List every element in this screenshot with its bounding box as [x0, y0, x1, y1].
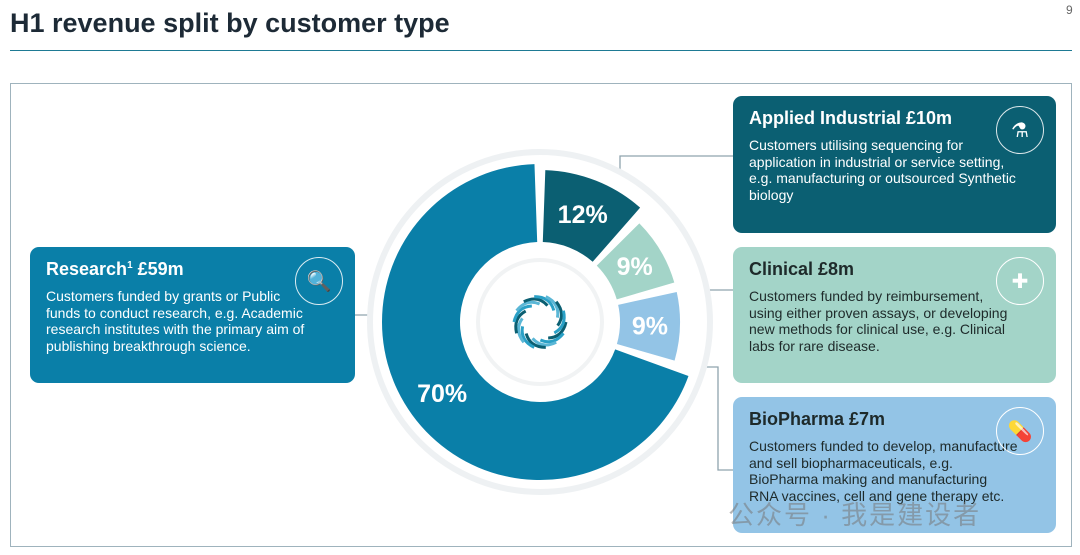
slice-research — [382, 164, 689, 481]
page-number: 9 — [1066, 3, 1073, 17]
content-frame — [10, 83, 1072, 547]
research-box: Research1 £59m Customers funded by grant… — [30, 247, 355, 383]
applied-title: Applied Industrial £10m — [749, 108, 953, 128]
slice-biopharma — [616, 291, 681, 361]
biopharma-title: BioPharma £7m — [749, 409, 886, 429]
pill-icon: 💊 — [996, 407, 1044, 455]
slice-label: 9% — [632, 312, 668, 340]
biopharma-description: Customers funded to develop, manufacture… — [749, 438, 1018, 504]
medical-kit-icon: ✚ — [996, 257, 1044, 305]
research-title-text: Research — [46, 259, 128, 279]
research-amount: £59m — [132, 259, 184, 279]
biopharma-box: BioPharma £7m Customers funded to develo… — [733, 397, 1056, 533]
slice-applied-industrial — [542, 170, 641, 262]
watermark: 公众号 · 我是建设者 — [728, 500, 982, 530]
slice-label: 9% — [617, 253, 653, 281]
slice-label: 12% — [558, 201, 608, 229]
clinical-box: Clinical £8m Customers funded by reimbur… — [733, 247, 1056, 383]
flask-plant-icon: ⚗ — [996, 106, 1044, 154]
slice-label: 70% — [417, 380, 467, 408]
company-logo-icon — [512, 295, 568, 349]
applied-description: Customers utilising sequencing for appli… — [749, 137, 1016, 203]
page-title: H1 revenue split by customer type — [10, 8, 450, 38]
research-description: Customers funded by grants or Public fun… — [46, 288, 305, 354]
slice-clinical — [596, 223, 675, 300]
applied-industrial-box: Applied Industrial £10m Customers utilis… — [733, 96, 1056, 233]
inner-ring — [476, 258, 604, 386]
magnifier-chart-icon: 🔍 — [295, 257, 343, 305]
clinical-title: Clinical £8m — [749, 259, 855, 279]
footnote-marker: 1 — [127, 260, 133, 271]
title-divider — [10, 50, 1072, 51]
research-title: Research1 £59m — [46, 259, 339, 280]
clinical-description: Customers funded by reimbursement, using… — [749, 288, 1008, 354]
